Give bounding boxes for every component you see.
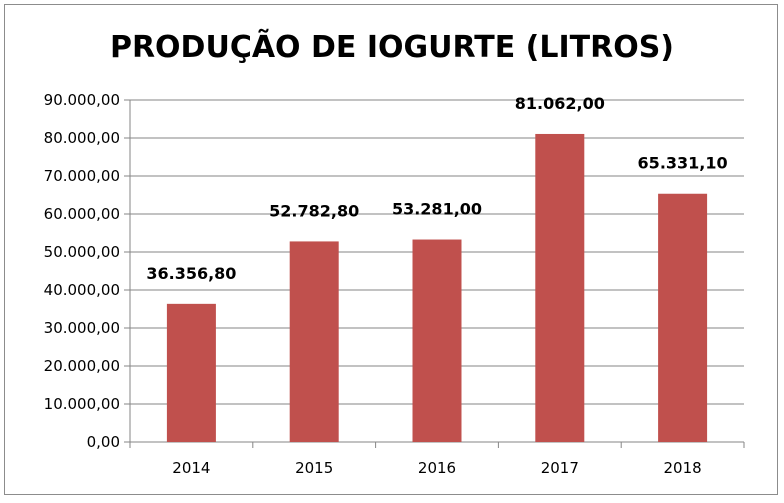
bar-2015 xyxy=(289,241,339,442)
bar-2014 xyxy=(166,303,216,442)
data-label-2014: 36.356,80 xyxy=(146,264,236,283)
y-tick-label: 50.000,00 xyxy=(44,243,120,261)
y-tick-label: 20.000,00 xyxy=(44,357,120,375)
y-tick-label: 40.000,00 xyxy=(44,281,120,299)
y-tick-label: 80.000,00 xyxy=(44,129,120,147)
data-label-2015: 52.782,80 xyxy=(269,201,359,220)
x-tick-label-2016: 2016 xyxy=(418,459,456,477)
x-tick-label-2018: 2018 xyxy=(664,459,702,477)
chart-title: PRODUÇÃO DE IOGURTE (LITROS) xyxy=(109,30,675,65)
y-tick-label: 70.000,00 xyxy=(44,167,120,185)
x-tick-label-2017: 2017 xyxy=(541,459,579,477)
bar-2018 xyxy=(658,193,708,442)
x-tick-label-2015: 2015 xyxy=(295,459,333,477)
data-label-2016: 53.281,00 xyxy=(392,200,482,219)
y-tick-label: 10.000,00 xyxy=(44,395,120,413)
bar-2017 xyxy=(535,133,585,442)
bar-2016 xyxy=(412,239,462,442)
y-tick-label: 90.000,00 xyxy=(44,91,120,109)
data-label-2017: 81.062,00 xyxy=(515,94,605,113)
data-label-2018: 65.331,10 xyxy=(638,154,728,173)
chart-frame xyxy=(4,4,778,495)
y-tick-label: 0,00 xyxy=(87,433,120,451)
y-tick-label: 60.000,00 xyxy=(44,205,120,223)
x-tick-label-2014: 2014 xyxy=(172,459,210,477)
y-tick-label: 30.000,00 xyxy=(44,319,120,337)
